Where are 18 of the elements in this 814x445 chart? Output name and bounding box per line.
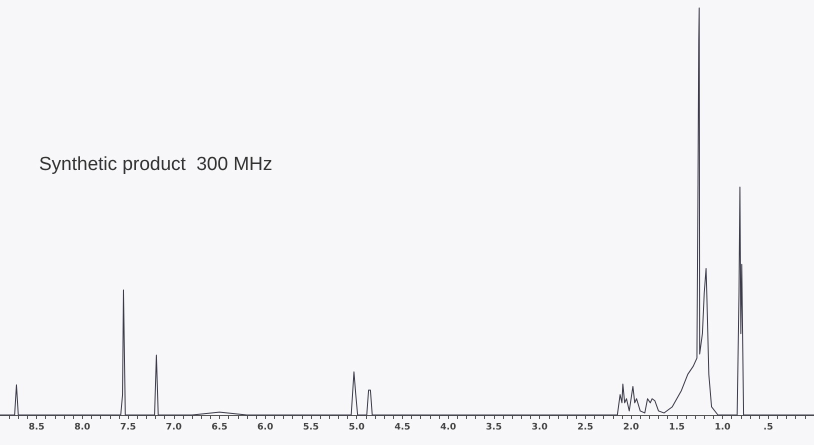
x-tick-label: 6.0 (257, 422, 274, 432)
x-tick-label: 5.5 (302, 422, 319, 432)
x-tick-label: 7.5 (120, 422, 136, 432)
x-tick-label: 2.0 (623, 422, 640, 432)
x-tick-label: 8.5 (28, 422, 45, 432)
x-tick-label: 3.5 (486, 422, 502, 432)
x-tick-label: 7.0 (166, 422, 182, 432)
x-tick-label: 1.5 (668, 422, 685, 432)
x-tick-label: 4.0 (440, 422, 456, 432)
x-tick-label: 8.0 (74, 422, 90, 432)
x-tick-label: 6.5 (212, 422, 228, 432)
x-tick-label: 1.0 (714, 422, 731, 432)
x-tick-label: 3.0 (532, 422, 548, 432)
x-tick-label: 4.5 (394, 422, 410, 432)
x-tick-label: 2.5 (577, 422, 594, 432)
x-tick-label: .5 (763, 422, 774, 432)
x-tick-label: 5.0 (348, 422, 365, 432)
text: Synthetic product 300 MHz (39, 154, 272, 175)
